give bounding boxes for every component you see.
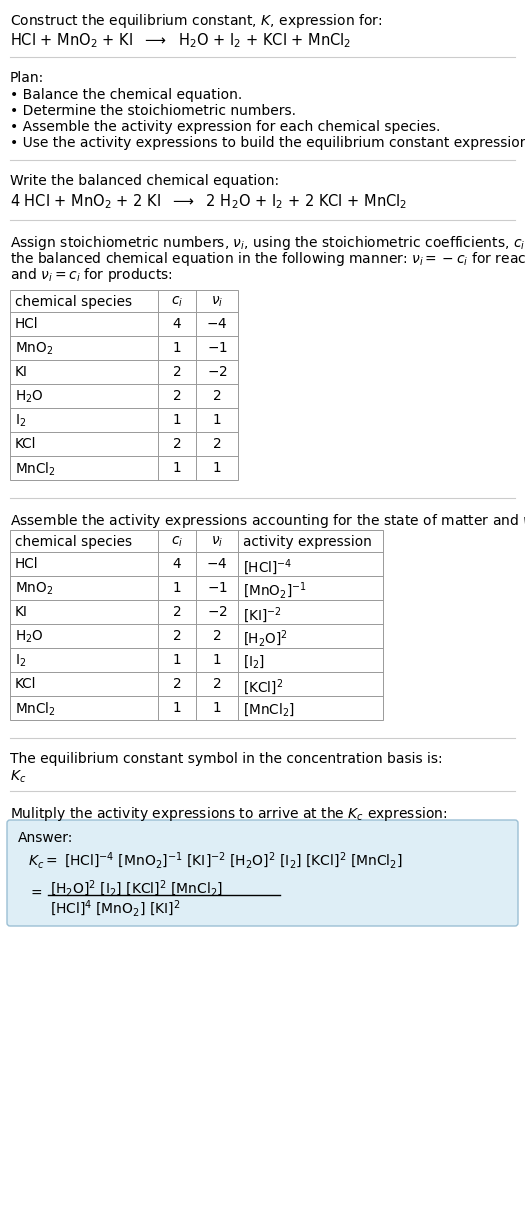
FancyBboxPatch shape: [7, 819, 518, 926]
Text: 2: 2: [173, 365, 181, 379]
Text: activity expression: activity expression: [243, 535, 372, 549]
Text: 1: 1: [213, 461, 222, 475]
Text: 1: 1: [173, 582, 181, 595]
Text: $=$: $=$: [28, 885, 43, 900]
Text: MnO$_2$: MnO$_2$: [15, 341, 54, 357]
Text: $-$1: $-$1: [207, 582, 227, 595]
Text: and $\nu_i = c_i$ for products:: and $\nu_i = c_i$ for products:: [10, 266, 173, 284]
Text: 2: 2: [213, 677, 222, 691]
Text: HCl + MnO$_2$ + KI  $\longrightarrow$  H$_2$O + I$_2$ + KCl + MnCl$_2$: HCl + MnO$_2$ + KI $\longrightarrow$ H$_…: [10, 32, 351, 50]
Text: chemical species: chemical species: [15, 535, 132, 549]
Text: $-$1: $-$1: [207, 341, 227, 354]
Text: $\nu_i$: $\nu_i$: [211, 295, 223, 310]
Text: HCl: HCl: [15, 557, 39, 571]
Text: 2: 2: [173, 677, 181, 691]
Text: Plan:: Plan:: [10, 70, 44, 85]
Text: • Determine the stoichiometric numbers.: • Determine the stoichiometric numbers.: [10, 104, 296, 118]
Text: $-$2: $-$2: [207, 365, 227, 379]
Text: Write the balanced chemical equation:: Write the balanced chemical equation:: [10, 174, 279, 188]
Text: 1: 1: [213, 413, 222, 427]
Text: MnO$_2$: MnO$_2$: [15, 582, 54, 597]
Text: $c_i$: $c_i$: [171, 295, 183, 310]
Bar: [10, 290, 238, 480]
Text: [HCl]$^{-4}$: [HCl]$^{-4}$: [243, 557, 292, 577]
Text: $-$2: $-$2: [207, 605, 227, 619]
Bar: [10, 531, 383, 720]
Text: [MnO$_2$]$^{-1}$: [MnO$_2$]$^{-1}$: [243, 582, 307, 601]
Text: 2: 2: [173, 437, 181, 450]
Text: KCl: KCl: [15, 677, 37, 691]
Text: • Balance the chemical equation.: • Balance the chemical equation.: [10, 87, 242, 102]
Text: H$_2$O: H$_2$O: [15, 629, 44, 646]
Text: $-$4: $-$4: [206, 317, 228, 331]
Text: H$_2$O: H$_2$O: [15, 388, 44, 405]
Text: [I$_2$]: [I$_2$]: [243, 653, 265, 670]
Text: MnCl$_2$: MnCl$_2$: [15, 461, 56, 478]
Text: 4: 4: [173, 317, 181, 331]
Text: 2: 2: [173, 629, 181, 643]
Text: [KI]$^{-2}$: [KI]$^{-2}$: [243, 605, 282, 625]
Text: $K_c = $ [HCl]$^{-4}$ [MnO$_2$]$^{-1}$ [KI]$^{-2}$ [H$_2$O]$^2$ [I$_2$] [KCl]$^2: $K_c = $ [HCl]$^{-4}$ [MnO$_2$]$^{-1}$ […: [28, 851, 403, 872]
Text: KI: KI: [15, 605, 28, 619]
Text: Construct the equilibrium constant, $K$, expression for:: Construct the equilibrium constant, $K$,…: [10, 12, 383, 30]
Text: MnCl$_2$: MnCl$_2$: [15, 700, 56, 719]
Text: the balanced chemical equation in the following manner: $\nu_i = -c_i$ for react: the balanced chemical equation in the fo…: [10, 250, 525, 268]
Text: 1: 1: [213, 653, 222, 666]
Text: Mulitply the activity expressions to arrive at the $K_c$ expression:: Mulitply the activity expressions to arr…: [10, 805, 447, 823]
Text: 1: 1: [173, 461, 181, 475]
Text: 2: 2: [213, 388, 222, 403]
Text: 4: 4: [173, 557, 181, 571]
Text: 1: 1: [173, 700, 181, 715]
Text: chemical species: chemical species: [15, 295, 132, 310]
Text: 2: 2: [173, 388, 181, 403]
Text: KI: KI: [15, 365, 28, 379]
Text: 1: 1: [213, 700, 222, 715]
Text: 2: 2: [213, 437, 222, 450]
Text: 1: 1: [173, 653, 181, 666]
Text: Assign stoichiometric numbers, $\nu_i$, using the stoichiometric coefficients, $: Assign stoichiometric numbers, $\nu_i$, …: [10, 234, 525, 253]
Text: 2: 2: [213, 629, 222, 643]
Text: 1: 1: [173, 413, 181, 427]
Text: • Use the activity expressions to build the equilibrium constant expression.: • Use the activity expressions to build …: [10, 136, 525, 151]
Text: [KCl]$^2$: [KCl]$^2$: [243, 677, 283, 697]
Text: The equilibrium constant symbol in the concentration basis is:: The equilibrium constant symbol in the c…: [10, 751, 443, 766]
Text: [H$_2$O]$^2$: [H$_2$O]$^2$: [243, 629, 288, 649]
Text: $\nu_i$: $\nu_i$: [211, 535, 223, 550]
Text: KCl: KCl: [15, 437, 37, 450]
Text: [MnCl$_2$]: [MnCl$_2$]: [243, 700, 295, 717]
Text: 4 HCl + MnO$_2$ + 2 KI  $\longrightarrow$  2 H$_2$O + I$_2$ + 2 KCl + MnCl$_2$: 4 HCl + MnO$_2$ + 2 KI $\longrightarrow$…: [10, 192, 407, 211]
Text: I$_2$: I$_2$: [15, 653, 26, 669]
Text: Assemble the activity expressions accounting for the state of matter and $\nu_i$: Assemble the activity expressions accoun…: [10, 512, 525, 531]
Text: I$_2$: I$_2$: [15, 413, 26, 430]
Text: $K_c$: $K_c$: [10, 768, 26, 785]
Text: 1: 1: [173, 341, 181, 354]
Text: 2: 2: [173, 605, 181, 619]
Text: HCl: HCl: [15, 317, 39, 331]
Text: $c_i$: $c_i$: [171, 535, 183, 550]
Text: $-$4: $-$4: [206, 557, 228, 571]
Text: [H$_2$O]$^2$ [I$_2$] [KCl]$^2$ [MnCl$_2$]: [H$_2$O]$^2$ [I$_2$] [KCl]$^2$ [MnCl$_2$…: [50, 879, 223, 900]
Text: Answer:: Answer:: [18, 832, 74, 845]
Text: [HCl]$^4$ [MnO$_2$] [KI]$^2$: [HCl]$^4$ [MnO$_2$] [KI]$^2$: [50, 900, 181, 919]
Text: • Assemble the activity expression for each chemical species.: • Assemble the activity expression for e…: [10, 120, 440, 134]
